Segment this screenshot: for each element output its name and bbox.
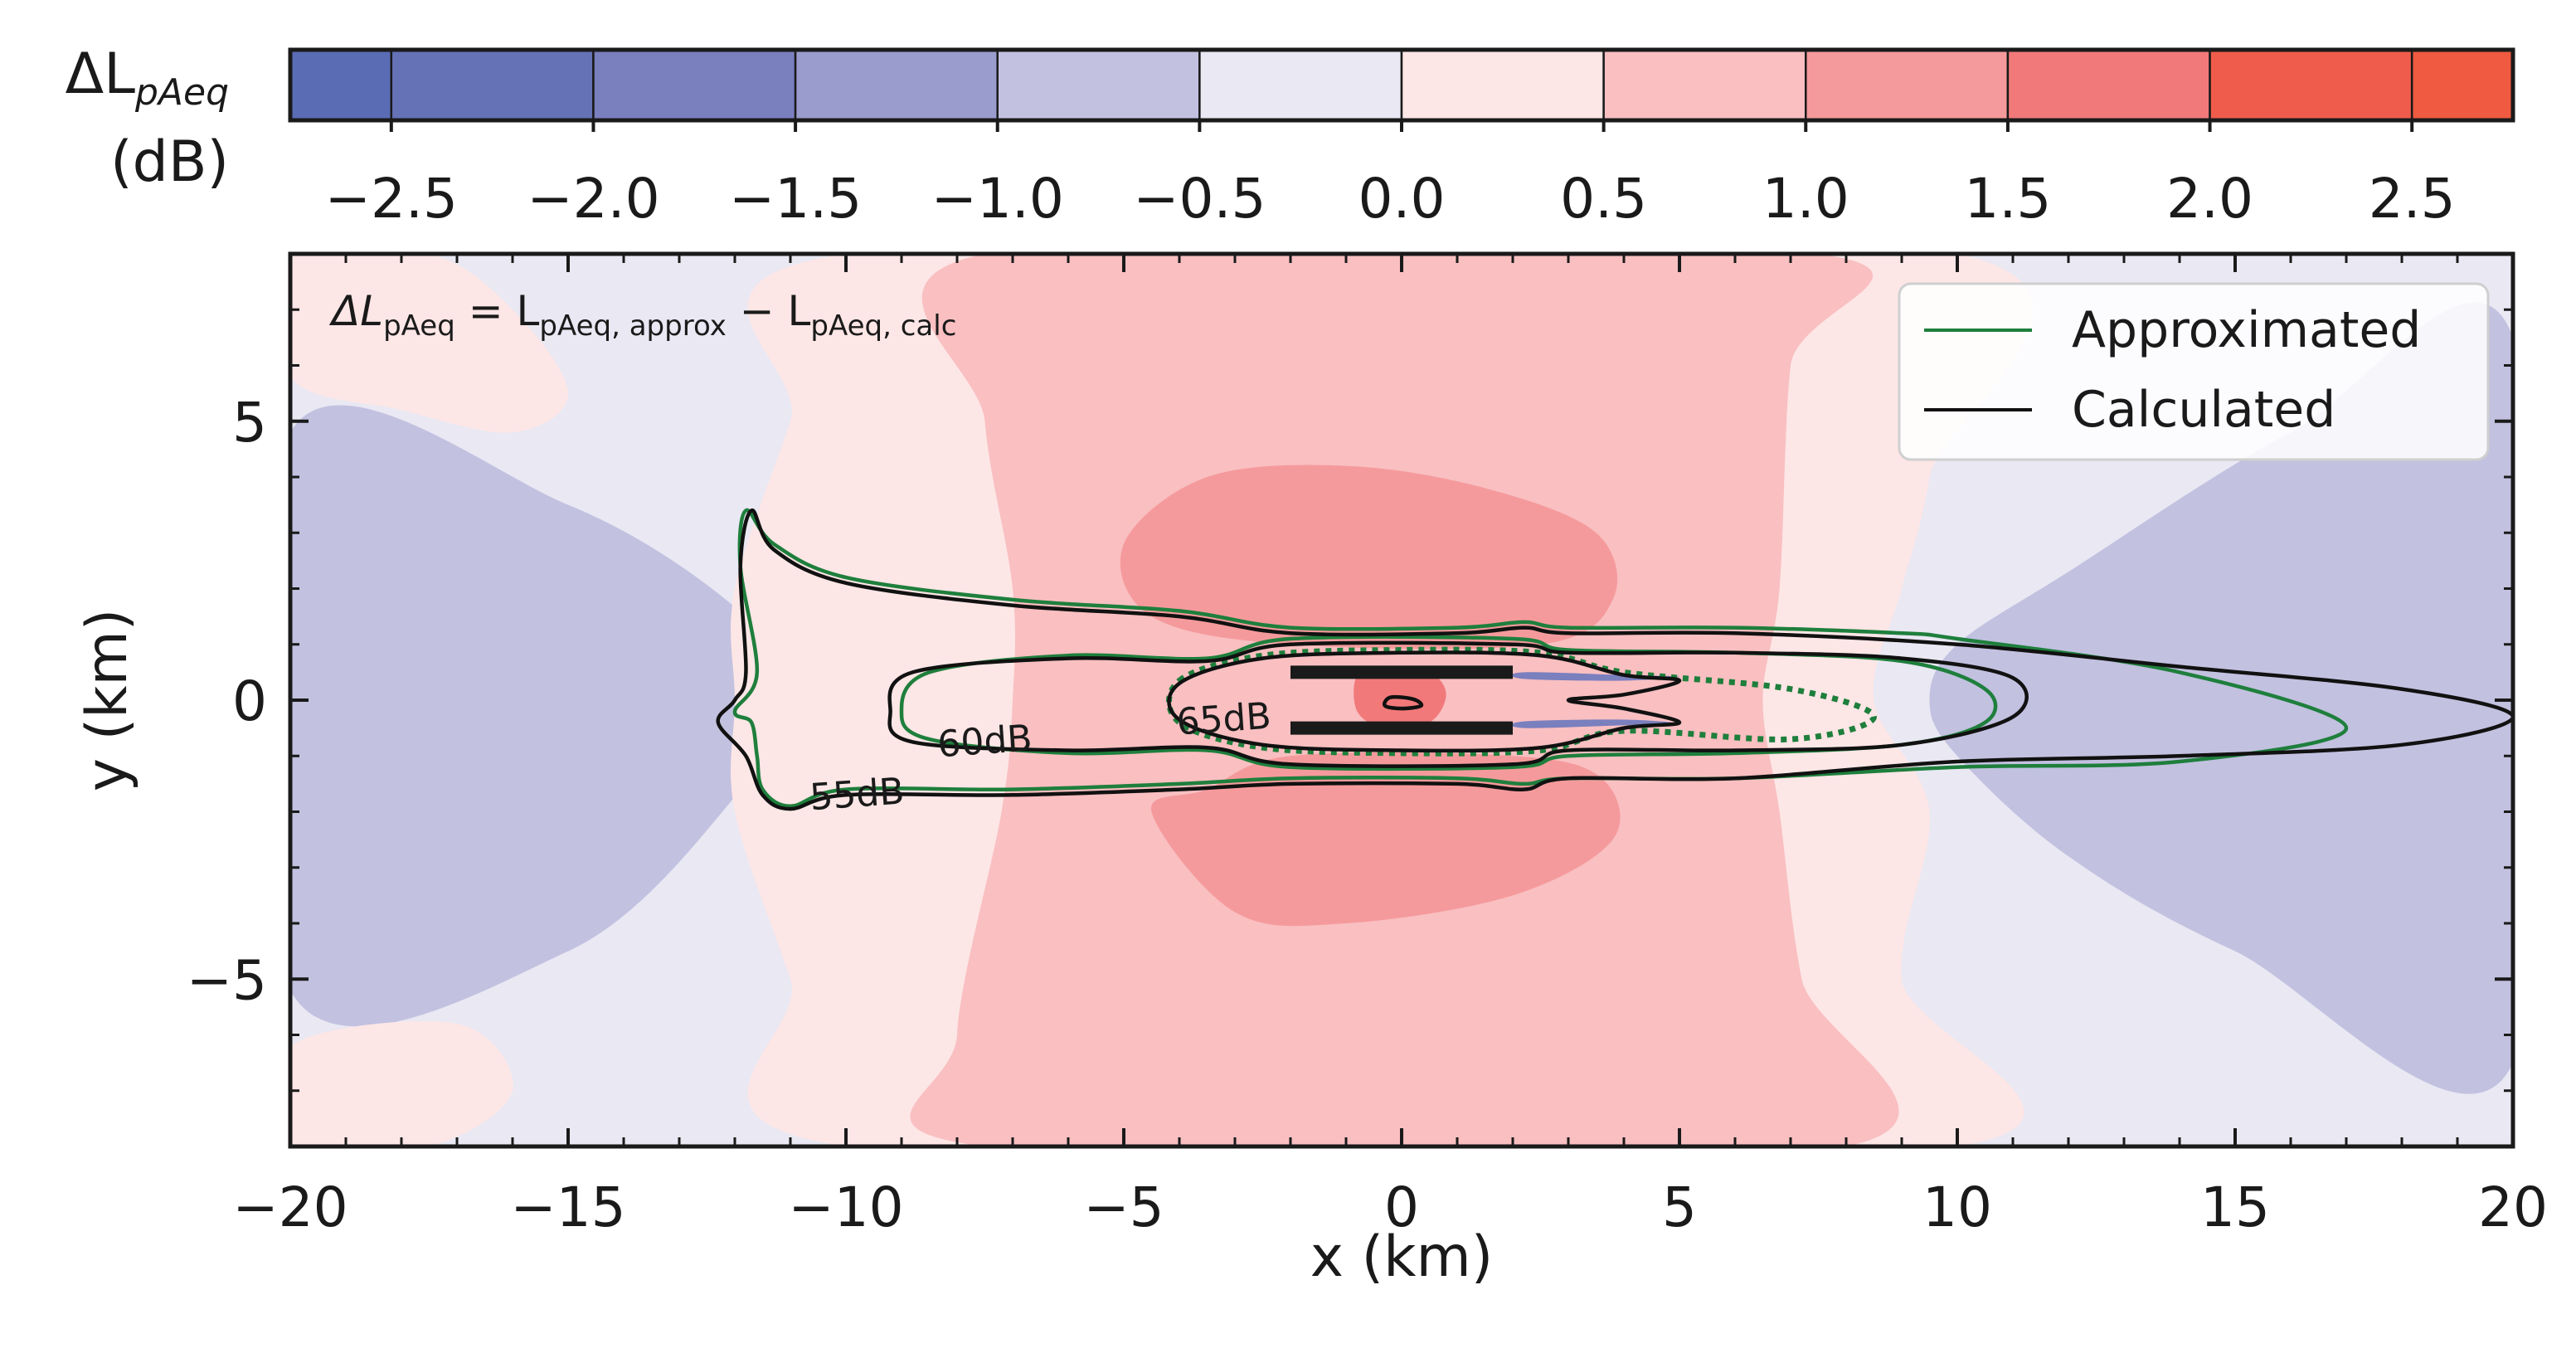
colorbar-segment	[2209, 48, 2413, 122]
x-tick-label: −10	[788, 1175, 903, 1239]
x-tick-label: −15	[510, 1175, 625, 1239]
colorbar-label-sub: pAeq	[134, 71, 229, 114]
colorbar-tick-label: −2.5	[325, 167, 458, 231]
difference-annotation: ΔLpAeq = LpAeq, approx − LpAeq, calc	[328, 287, 956, 343]
colorbar-segment	[289, 48, 393, 122]
contour-line-calculated	[1382, 694, 1424, 711]
colorbar-tick-label: −1.0	[931, 167, 1064, 231]
y-tick-label: 0	[232, 669, 267, 733]
contour-label: 65dB	[1175, 695, 1272, 744]
contour-lines	[716, 508, 2513, 811]
colorbar-segment	[2410, 48, 2515, 122]
x-axis-label: x (km)	[1310, 1224, 1494, 1290]
colorbar-tick-label: 1.0	[1762, 167, 1849, 231]
x-tick-label: 15	[2200, 1175, 2270, 1239]
filled-contours	[290, 254, 2513, 1146]
contour-labels: 55dB 60dB 65dB	[809, 695, 1273, 820]
x-tick-label: 0	[1384, 1175, 1419, 1239]
legend-box	[1898, 282, 2490, 461]
x-tick-label: 20	[2478, 1175, 2548, 1239]
contour-label: 55dB	[809, 770, 906, 819]
colorbar-tick-label: 0.5	[1560, 167, 1647, 231]
axis-ticks: −20 −15 −10 −5 0 5 10 15 20 −5 0 5	[187, 252, 2548, 1239]
runways	[1290, 665, 1513, 735]
filled-contour-region	[1120, 465, 1618, 650]
filled-contour-region	[1929, 302, 2513, 1094]
colorbar-tick-label: 2.5	[2369, 167, 2456, 231]
colorbar-tick-label: −0.5	[1133, 167, 1266, 231]
filled-contour-region	[290, 1021, 513, 1146]
annotation-calc-sub: pAeq, calc	[810, 309, 956, 343]
colorbar-segments	[289, 48, 2515, 122]
colorbar-tick-label: 1.5	[1964, 167, 2051, 231]
annotation-lhs-sub: pAeq	[383, 309, 455, 343]
colorbar-segment	[1400, 48, 1605, 122]
contour-line-approximated	[732, 508, 2349, 809]
colorbar-segment	[794, 48, 999, 122]
colorbar-segment	[996, 48, 1201, 122]
colorbar-segment	[390, 48, 595, 122]
y-tick-label: 5	[232, 391, 267, 455]
plot-area: 55dB 60dB 65dB ΔLpAeq = LpAeq, approx − Lp…	[187, 251, 2548, 1239]
annotation-lhs-main: ΔL	[328, 287, 383, 335]
colorbar-segment	[1198, 48, 1403, 122]
legend: Approximated Calculated	[1898, 282, 2490, 461]
colorbar-tick-label: −2.0	[527, 167, 659, 231]
legend-label-calculated: Calculated	[2072, 381, 2335, 439]
filled-contour-region	[290, 405, 790, 1027]
colorbar-unit: (dB)	[110, 129, 229, 195]
x-tick-label: 10	[1922, 1175, 1992, 1239]
annotation-approx-sub: pAeq, approx	[539, 309, 726, 343]
filled-contour-region	[1151, 752, 1621, 927]
colorbar-segment	[1602, 48, 1807, 122]
filled-contour-region	[290, 254, 568, 433]
colorbar-segment	[2006, 48, 2211, 122]
colorbar-ticks: −2.5 −2.0 −1.5 −1.0 −0.5 0.0 0.5 1.0 1.5 2.0 2.5	[325, 120, 2456, 231]
colorbar-segment	[1805, 48, 2010, 122]
annotation-eq: = L	[455, 287, 540, 335]
x-tick-label: −20	[232, 1175, 348, 1239]
colorbar-label-main: ΔL	[66, 41, 136, 107]
contour-label: 60dB	[936, 718, 1033, 767]
y-axis-label: y (km)	[75, 609, 140, 792]
colorbar-tick-label: −1.5	[729, 167, 862, 231]
colorbar: ΔLpAeq (dB) −2.5 −2.0 −1.5 −1.0 −0.5 0.0 0.5 1.…	[66, 41, 2515, 231]
filled-contour-region	[1511, 719, 1679, 728]
annotation-minus: − L	[727, 287, 811, 335]
y-tick-label: −5	[187, 948, 267, 1012]
contour-line-calculated	[716, 509, 2513, 811]
colorbar-tick-label: 0.0	[1358, 167, 1446, 231]
x-tick-label: 5	[1662, 1175, 1697, 1239]
colorbar-tick-label: 2.0	[2166, 167, 2253, 231]
legend-label-approximated: Approximated	[2072, 301, 2421, 359]
colorbar-label: ΔLpAeq	[66, 41, 229, 114]
x-tick-label: −5	[1083, 1175, 1164, 1239]
contour-line-calculated	[1167, 650, 1682, 753]
contour-line-calculated	[887, 640, 2029, 768]
colorbar-segment	[592, 48, 797, 122]
